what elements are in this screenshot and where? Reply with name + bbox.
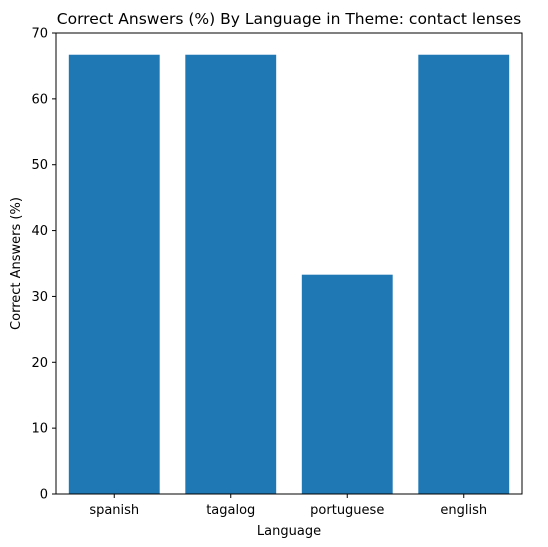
plot-frame: [55, 32, 523, 495]
x-tick-label: english: [440, 503, 487, 518]
y-axis-label: Correct Answers (%): [9, 197, 24, 330]
x-tick-label: portuguese: [310, 503, 384, 518]
y-tick-label: 60: [31, 92, 48, 107]
x-tick-label: tagalog: [206, 503, 255, 518]
y-tick-label: 70: [31, 27, 48, 42]
bar-tagalog: [185, 54, 277, 495]
bar-portuguese: [301, 274, 393, 494]
y-axis: 0 10 20 30 40 50 60 70: [31, 27, 56, 503]
y-tick-label: 20: [31, 356, 48, 371]
y-tick-label: 0: [40, 488, 48, 503]
bars-group: [68, 54, 510, 495]
x-axis-label: Language: [257, 524, 321, 539]
y-tick-label: 30: [31, 290, 48, 305]
chart-title: Correct Answers (%) By Language in Theme…: [57, 10, 521, 28]
x-axis: spanish tagalog portuguese english: [89, 494, 487, 518]
bar-english: [418, 54, 510, 495]
bar-spanish: [68, 54, 160, 495]
y-tick-label: 10: [31, 422, 48, 437]
x-tick-label: spanish: [89, 503, 139, 518]
y-tick-label: 50: [31, 158, 48, 173]
y-tick-label: 40: [31, 224, 48, 239]
